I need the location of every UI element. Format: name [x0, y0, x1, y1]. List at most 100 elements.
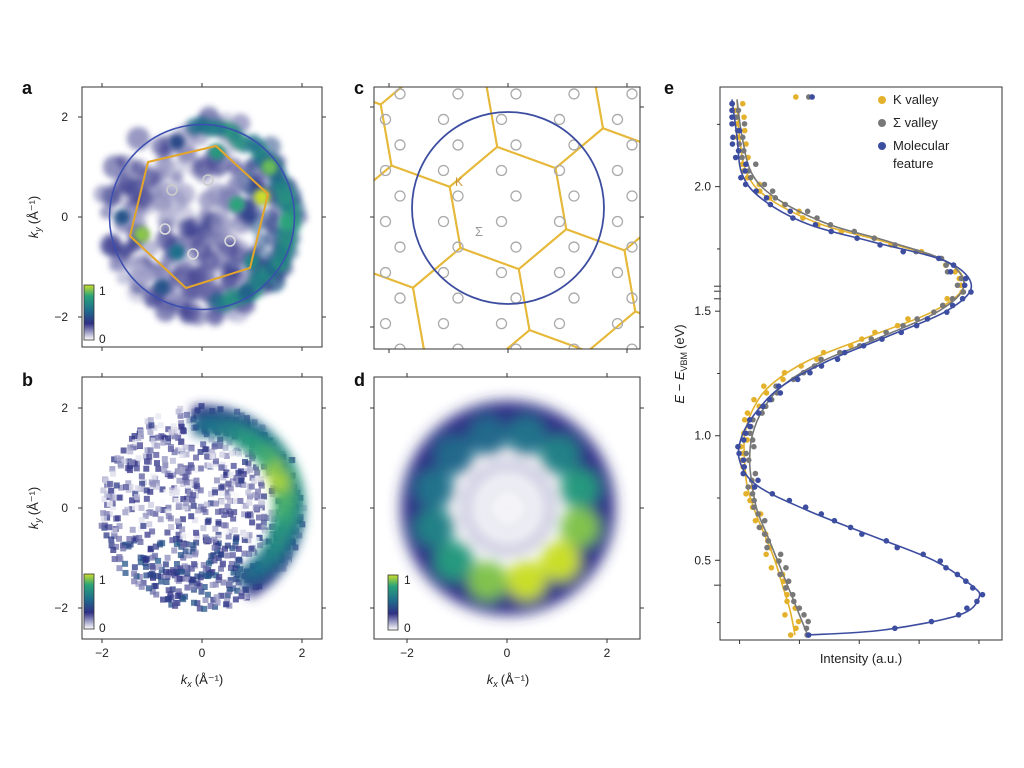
- panel-b-pixel: [173, 569, 180, 576]
- panel-b-pixel: [165, 513, 172, 520]
- panel-e-series-point: [802, 504, 809, 511]
- panel-b-pixel: [209, 581, 216, 588]
- panel-e-legend-label: Molecular feature: [893, 138, 950, 171]
- panel-a-hot-spot: [261, 159, 278, 175]
- panel-b-pixel: [110, 532, 117, 539]
- panel-e-series-point: [814, 215, 820, 221]
- panel-b-pixel: [195, 507, 202, 514]
- panel-c-zone-hexagon: [374, 100, 393, 182]
- panel-b-pixel: [196, 605, 203, 612]
- panel-e-series-point: [743, 490, 749, 497]
- panel-b-pixel: [188, 445, 195, 452]
- panel-e-series-point: [738, 174, 744, 181]
- panel-e-series-point: [784, 598, 790, 605]
- panel-e-series-point: [859, 531, 865, 537]
- panel-b-pixel: [249, 474, 256, 481]
- panel-b-pixel: [175, 531, 182, 538]
- panel-b-pixel: [257, 476, 264, 483]
- panel-b-pixel: [252, 492, 259, 499]
- panel-c-lattice-point: [626, 292, 638, 304]
- panel-b-pixel: [143, 563, 150, 570]
- panel-d-lobe: [433, 541, 474, 582]
- panel-b-pixel: [134, 485, 141, 492]
- panel-b-pixel: [151, 424, 158, 431]
- panel-b-pixel: [103, 532, 110, 539]
- panel-b-pixel: [209, 448, 216, 455]
- panel-b-pixel: [183, 500, 190, 507]
- panel-b-pixel: [180, 427, 187, 434]
- panel-b-pixel: [129, 497, 136, 504]
- panel-e-series-point: [784, 591, 790, 598]
- panel-b-pixel: [136, 534, 143, 541]
- panel-b-pixel: [217, 565, 224, 572]
- panel-b-pixel: [254, 469, 261, 476]
- panel-a-pixel: [130, 159, 147, 176]
- panel-a-pixel: [99, 205, 114, 220]
- panel-e-series-point: [735, 443, 741, 450]
- panel-b-pixel: [131, 433, 138, 440]
- panel-e-series-point: [818, 363, 825, 369]
- panel-b-pixel: [138, 473, 145, 480]
- panel-b-pixel: [138, 583, 145, 590]
- panel-b-pixel: [219, 560, 226, 567]
- panel-b-pixel: [154, 573, 161, 580]
- panel-e-series-point: [793, 625, 799, 632]
- panel-b-pixel: [158, 578, 165, 585]
- panel-b-pixel: [155, 465, 162, 472]
- panel-b-pixel: [159, 486, 166, 493]
- panel-d-letter: d: [354, 370, 365, 390]
- panel-b-pixel: [238, 589, 245, 596]
- panel-e-series-point: [900, 248, 907, 255]
- panel-b-pixel: [176, 477, 183, 484]
- panel-d-colorbar: 1 0: [387, 573, 411, 635]
- panel-e-series-point: [955, 612, 962, 618]
- panel-b-pixel: [190, 502, 197, 509]
- panel-b-pixel: [173, 498, 180, 505]
- panel-b-pixel: [230, 515, 237, 522]
- panel-b-pixel: [221, 522, 228, 529]
- panel-e-series-point: [827, 221, 834, 228]
- panel-e-series-point: [892, 625, 898, 632]
- panel-b-pixel: [230, 462, 237, 469]
- panel-c-lattice-point: [379, 266, 392, 279]
- panel-b-pixel: [257, 498, 264, 505]
- panel-b-pixel: [153, 451, 160, 458]
- panel-b-pixel: [187, 489, 194, 496]
- panel-b-colorbar-min: 0: [99, 621, 106, 635]
- panel-b-pixel: [113, 482, 120, 489]
- panel-b-pixel: [190, 599, 197, 606]
- panel-b-pixel: [208, 553, 215, 560]
- panel-a-pixel: [99, 233, 123, 257]
- panel-b-pixel: [168, 489, 175, 496]
- panel-b-pixel: [147, 571, 154, 578]
- panel-b-pixel: [143, 465, 150, 472]
- panel-e-axes: 0.5 1.0 1.5 2.0: [694, 123, 980, 644]
- panel-b-pixel: [147, 501, 154, 508]
- panel-e-series-point: [739, 154, 745, 161]
- panel-b-pixel: [222, 444, 229, 451]
- panel-b-xtick-label: 2: [299, 646, 306, 660]
- panel-e-series-point: [961, 282, 968, 289]
- panel-b-pixel: [219, 490, 226, 497]
- panel-e-series-point: [735, 107, 742, 114]
- panel-a-pixel: [155, 229, 176, 251]
- panel-b-pixel: [193, 539, 200, 546]
- panel-b-pixel: [188, 464, 195, 471]
- panel-e-series-point: [786, 497, 793, 504]
- panel-a-pixel: [141, 240, 159, 257]
- panel-e-series-point: [877, 242, 883, 248]
- panel-b-pixel: [137, 559, 144, 566]
- panel-b-pixel: [159, 540, 166, 547]
- panel-e-series-point: [741, 114, 747, 120]
- panel-a-pixel: [189, 238, 212, 261]
- panel-c-zone-hexagon: [698, 9, 815, 131]
- panel-e-series-point: [729, 121, 735, 127]
- panel-e-legend: K valley Σ valley Molecular feature: [878, 92, 950, 171]
- panel-b-pixel: [189, 496, 196, 503]
- panel-b-pixel: [211, 462, 218, 469]
- panel-c-lattice-point: [611, 113, 624, 126]
- panel-b-pixel: [232, 497, 239, 504]
- panel-b-pixel: [114, 515, 121, 522]
- panel-b-pixel: [261, 513, 268, 520]
- panel-b-pixel: [232, 596, 239, 603]
